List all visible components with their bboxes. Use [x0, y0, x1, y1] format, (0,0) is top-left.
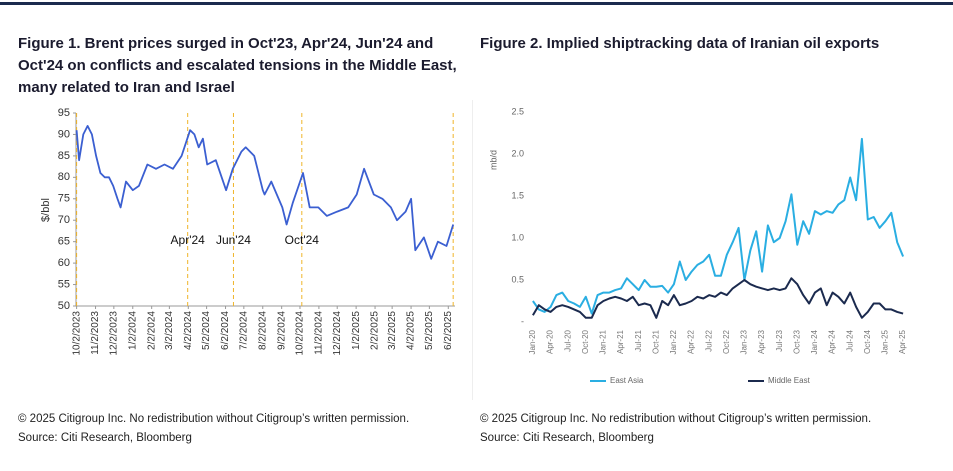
x-tick-label: 2/2/2025	[370, 311, 381, 350]
x-tick-label: Jul-24	[845, 329, 854, 351]
figure-title: Figure 2. Implied shiptracking data of I…	[480, 35, 880, 52]
x-tick-label: 4/2/2024	[183, 311, 194, 350]
y-tick-label: 80	[58, 171, 70, 183]
x-tick-label: 6/2/2025	[443, 311, 454, 350]
event-label: Jun'24	[216, 233, 251, 247]
x-tick-label: 3/2/2024	[164, 311, 175, 350]
event-label: Apr'24	[171, 233, 206, 247]
y-tick-label: 0.5	[511, 274, 524, 284]
y-axis-label: mb/d	[488, 150, 498, 170]
legend-label: Middle East	[768, 376, 811, 385]
x-tick-label: 11/2/2023	[90, 311, 101, 355]
x-tick-label: Jul-21	[634, 329, 643, 351]
x-tick-label: Apr-20	[546, 329, 555, 354]
x-tick-label: 1/2/2025	[351, 311, 362, 350]
y-tick-label: 75	[58, 193, 70, 205]
y-axis-label: $/bbl	[40, 198, 52, 222]
x-tick-label: Apr-21	[616, 329, 625, 354]
y-tick-label: 1.5	[511, 190, 524, 200]
y-tick-label: 55	[58, 278, 70, 290]
x-tick-label: 11/2/2024	[314, 311, 325, 355]
x-tick-label: Jul-22	[704, 329, 713, 351]
x-tick-label: Apr-22	[687, 329, 696, 354]
x-tick-label: 12/2/2024	[332, 311, 343, 356]
x-tick-label: 10/2/2024	[295, 311, 306, 356]
y-tick-label: 60	[58, 257, 70, 269]
x-tick-label: Jan-25	[881, 329, 890, 354]
x-tick-label: 8/2/2024	[257, 311, 268, 350]
series-line	[75, 125, 455, 260]
x-tick-label: Jan-23	[740, 329, 749, 354]
series-line	[532, 277, 904, 319]
x-tick-label: Apr-25	[898, 329, 907, 354]
x-tick-label: Apr-24	[828, 329, 837, 354]
x-tick-label: Oct-24	[863, 329, 872, 354]
source: Source: Citi Research, Bloomberg	[18, 432, 192, 444]
x-tick-label: 4/2/2025	[406, 311, 417, 350]
x-tick-label: Jan-21	[599, 329, 608, 354]
event-label: Oct'24	[285, 233, 320, 247]
x-tick-label: 3/2/2025	[387, 311, 398, 350]
x-tick-label: Jul-23	[775, 329, 784, 351]
x-tick-label: 2/2/2024	[146, 311, 157, 350]
y-tick-label: -	[521, 316, 524, 326]
x-tick-label: Apr-23	[757, 329, 766, 354]
y-tick-label: 65	[58, 236, 70, 248]
series-line	[532, 137, 905, 315]
x-tick-label: Jul-20	[563, 329, 572, 351]
x-tick-label: Jan-24	[810, 329, 819, 354]
legend-label: East Asia	[610, 376, 644, 385]
y-tick-label: 85	[58, 150, 70, 162]
y-tick-label: 70	[58, 214, 70, 226]
y-tick-label: 90	[58, 128, 70, 140]
x-tick-label: Oct-21	[651, 329, 660, 354]
x-tick-label: 7/2/2024	[238, 311, 249, 350]
x-tick-label: Jan-20	[528, 329, 537, 354]
x-tick-label: Oct-23	[792, 329, 801, 354]
y-tick-label: 2.5	[511, 106, 524, 116]
figure-title: Figure 1. Brent prices surged in Oct'23,…	[18, 35, 457, 96]
y-tick-label: 95	[58, 107, 70, 119]
x-tick-label: 5/2/2024	[201, 311, 212, 350]
top-rule	[0, 2, 953, 5]
x-tick-label: 10/2/2023	[71, 311, 82, 356]
y-tick-label: 1.0	[511, 232, 524, 242]
x-tick-label: Oct-22	[722, 329, 731, 354]
x-tick-label: 5/2/2025	[424, 311, 435, 350]
x-tick-label: 9/2/2024	[276, 311, 287, 350]
x-tick-label: 1/2/2024	[127, 311, 138, 350]
x-tick-label: 6/2/2024	[220, 311, 231, 350]
x-tick-label: 12/2/2023	[108, 311, 119, 356]
copyright: © 2025 Citigroup Inc. No redistribution …	[18, 413, 410, 425]
y-tick-label: 50	[58, 300, 70, 312]
divider	[472, 100, 473, 400]
x-tick-label: Jan-22	[669, 329, 678, 354]
source: Source: Citi Research, Bloomberg	[480, 432, 654, 444]
copyright: © 2025 Citigroup Inc. No redistribution …	[480, 413, 872, 425]
y-tick-label: 2.0	[511, 148, 524, 158]
x-tick-label: Oct-20	[581, 329, 590, 354]
